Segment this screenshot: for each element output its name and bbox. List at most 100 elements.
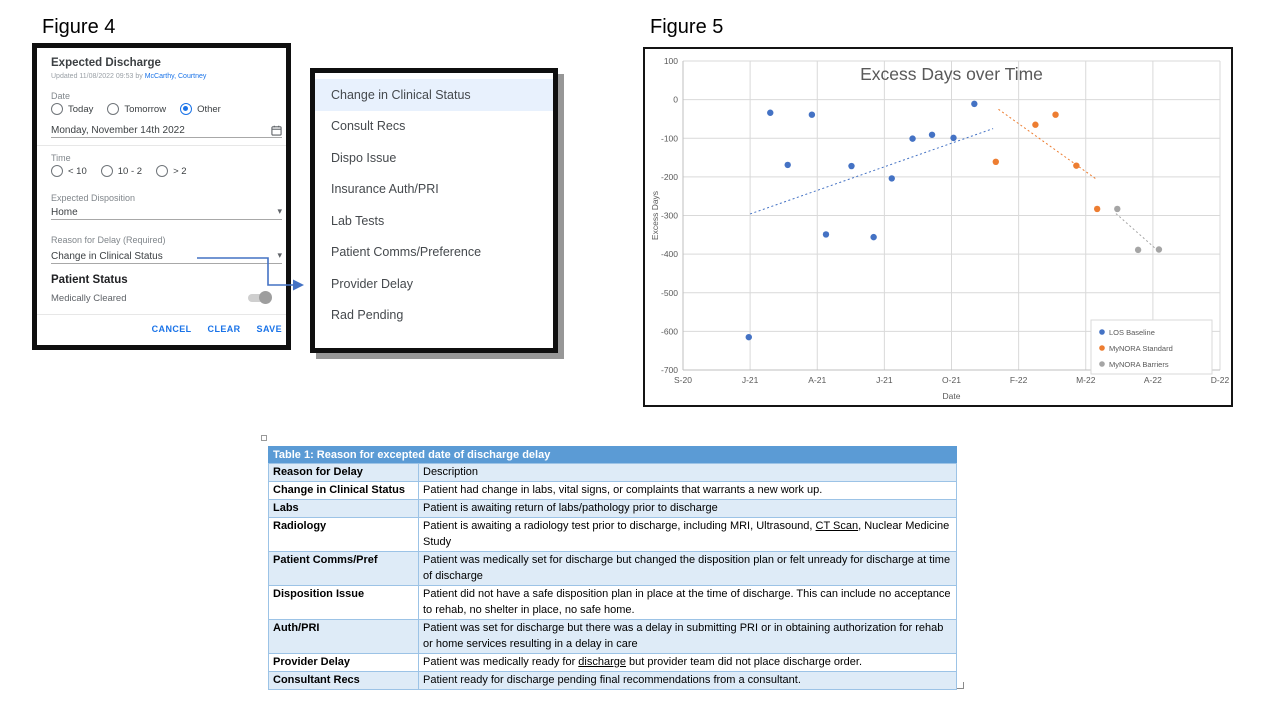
- description-cell: Patient had change in labs, vital signs,…: [418, 481, 957, 500]
- calendar-icon[interactable]: [271, 125, 282, 139]
- radio-10-2[interactable]: 10 - 2: [100, 165, 143, 177]
- x-axis-title: Date: [943, 391, 961, 401]
- medically-cleared-toggle[interactable]: [248, 291, 272, 304]
- chart-point: [870, 233, 877, 241]
- x-tick-label: M-22: [1076, 375, 1096, 385]
- table-row: Radiology Patient is awaiting a radiology…: [268, 517, 957, 552]
- form-title: Expected Discharge: [51, 57, 161, 69]
- excess-days-chart: 100 0 -100 -200 -300 -400 -500 -600 -700 S-20 J-21…: [643, 47, 1233, 407]
- dropdown-item-change-in-clinical-status[interactable]: Change in Clinical Status: [315, 79, 553, 111]
- dropdown-item-consult-recs[interactable]: Consult Recs: [331, 119, 406, 134]
- table-row: Change in Clinical Status Patient had cha…: [268, 481, 957, 500]
- radio-label: Other: [197, 103, 221, 115]
- chart-point: [1114, 205, 1121, 213]
- x-tick-label: D-22: [1211, 375, 1230, 385]
- chart-point: [848, 162, 855, 170]
- radio--2[interactable]: > 2: [156, 165, 187, 177]
- y-tick-label: -600: [661, 326, 678, 336]
- time-radio-group: < 10 10 - 2 > 2: [51, 165, 187, 177]
- reason-cell: Labs: [268, 499, 419, 518]
- dropdown-item-patient-comms-preference[interactable]: Patient Comms/Preference: [331, 245, 482, 260]
- save-button[interactable]: SAVE: [256, 324, 282, 334]
- reason-value: Change in Clinical Status: [51, 251, 163, 262]
- table-row: Provider Delay Patient was medically read…: [268, 653, 957, 672]
- radio-label: 10 - 2: [117, 165, 143, 177]
- dropdown-item-dispo-issue[interactable]: Dispo Issue: [331, 150, 397, 165]
- description-cell: Patient was set for discharge but there …: [418, 619, 957, 654]
- chart-point: [745, 333, 752, 341]
- reason-cell: Radiology: [268, 517, 419, 552]
- updated-text: Updated 11/08/2022 09:53 by: [51, 73, 143, 80]
- reason-cell: Disposition Issue: [268, 585, 419, 620]
- y-tick-label: -700: [661, 365, 678, 375]
- reason-cell: Change in Clinical Status: [268, 481, 419, 500]
- y-tick-label: -200: [661, 172, 678, 182]
- radio-tomorrow[interactable]: Tomorrow: [107, 103, 166, 115]
- patient-status-heading: Patient Status: [51, 274, 128, 286]
- figure5-label: Figure 5: [650, 16, 724, 38]
- chart-point: [928, 131, 936, 138]
- radio-circle-icon: [107, 103, 120, 115]
- radio-today[interactable]: Today: [51, 103, 93, 115]
- x-tick-label: J-21: [876, 375, 893, 385]
- chart-point: [1134, 246, 1142, 254]
- chart-point: [808, 111, 816, 118]
- disposition-value: Home: [51, 207, 78, 218]
- description-cell: Patient ready for discharge pending fina…: [418, 671, 957, 690]
- dropdown-item-rad-pending[interactable]: Rad Pending: [331, 308, 404, 323]
- radio-label: < 10: [68, 165, 87, 177]
- trendline-los-baseline: [749, 128, 994, 215]
- chart-point: [1155, 246, 1163, 253]
- reason-select[interactable]: Change in Clinical Status ▾: [51, 251, 282, 264]
- radio-circle-icon: [100, 165, 113, 177]
- legend-label: MyNORA Barriers: [1109, 360, 1169, 369]
- form-actions: CANCEL CLEAR SAVE: [51, 322, 282, 336]
- disposition-label: Expected Disposition: [51, 193, 136, 203]
- chevron-down-icon: ▾: [277, 250, 282, 260]
- figure4-label: Figure 4: [42, 16, 116, 38]
- clear-button[interactable]: CLEAR: [207, 324, 241, 334]
- chart-point: [767, 109, 774, 116]
- chart-point: [1073, 162, 1080, 169]
- column-header-description: Description: [418, 463, 957, 482]
- updated-line: Updated 11/08/2022 09:53 by McCarthy, Co…: [51, 73, 206, 80]
- chart-point: [1032, 121, 1039, 128]
- dropdown-item-lab-tests[interactable]: Lab Tests: [331, 213, 385, 228]
- legend-marker: [1099, 329, 1105, 335]
- radio-label: Today: [68, 103, 94, 115]
- y-tick-label: -500: [661, 288, 678, 298]
- trendline-mynora-standard: [998, 108, 1097, 180]
- date-label: Date: [51, 91, 71, 101]
- date-radio-group: Today Tomorrow Other: [51, 103, 221, 115]
- description-cell: Patient is awaiting a radiology test pri…: [418, 517, 957, 552]
- radio-other[interactable]: Other: [180, 103, 221, 115]
- reason-cell: Provider Delay: [268, 653, 419, 672]
- y-tick-label: 0: [673, 95, 678, 105]
- chart-point: [822, 231, 830, 238]
- radio--10[interactable]: < 10: [51, 165, 87, 177]
- y-tick-label: -400: [661, 249, 678, 259]
- reason-dropdown-list: Change in Clinical Status Consult Recs Dis…: [310, 68, 558, 353]
- chart-point: [1052, 111, 1059, 118]
- radio-circle-icon: [180, 103, 193, 115]
- dropdown-item-insurance-auth-pri[interactable]: Insurance Auth/PRI: [331, 182, 439, 197]
- disposition-select[interactable]: Home ▾: [51, 207, 282, 220]
- chart-point: [888, 175, 895, 182]
- chevron-down-icon: ▾: [277, 206, 282, 216]
- x-tick-label: F-22: [1010, 375, 1028, 385]
- table-row: Disposition Issue Patient did not have a …: [268, 585, 957, 620]
- table-header-row: Reason for Delay Description: [268, 463, 957, 482]
- cancel-button[interactable]: CANCEL: [151, 324, 192, 334]
- updated-by-link[interactable]: McCarthy, Courtney: [144, 73, 207, 80]
- dropdown-item-provider-delay[interactable]: Provider Delay: [331, 276, 413, 291]
- x-tick-label: J-21: [742, 375, 759, 385]
- legend-label: MyNORA Standard: [1109, 344, 1173, 353]
- y-tick-label: -300: [661, 211, 678, 221]
- date-input[interactable]: Monday, November 14th 2022: [51, 125, 282, 138]
- radio-label: Tomorrow: [124, 103, 167, 115]
- table-row: Labs Patient is awaiting return of labs/p…: [268, 499, 957, 518]
- expected-discharge-form: Expected Discharge Updated 11/08/2022 09…: [32, 43, 291, 350]
- time-label: Time: [51, 153, 71, 163]
- column-header-reason: Reason for Delay: [268, 463, 419, 482]
